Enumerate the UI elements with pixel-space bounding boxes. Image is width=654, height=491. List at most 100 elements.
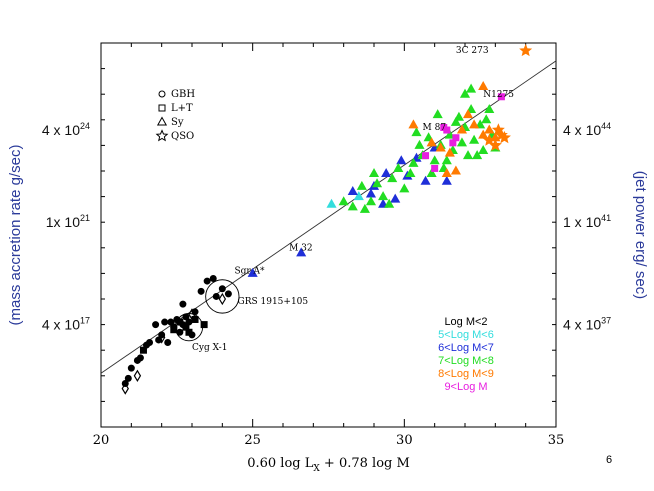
data-point [152,321,160,329]
data-point [429,155,440,165]
data-point [218,292,227,306]
data-point [462,109,474,119]
data-point [450,165,461,175]
data-point [408,119,419,129]
data-point [224,290,232,298]
data-point [185,328,193,336]
data-point [170,326,178,334]
data-point [452,134,460,142]
data-point [475,119,486,129]
mass-legend-label: 7<Log M<8 [438,355,494,367]
data-point [353,191,364,201]
data-point [124,374,132,382]
x-tick-label: 30 [396,433,413,448]
right-tick-label: 4 x 1037 [563,316,611,333]
legend-symbol-triangle [156,116,168,126]
data-point [146,339,154,347]
data-point [432,109,443,119]
data-point [384,198,395,208]
data-point [422,152,430,160]
left-tick-label: 4 x 1024 [42,121,90,138]
data-point [188,308,196,321]
data-point [441,168,452,178]
annotation-label: N1275 [483,90,514,100]
data-point [399,183,410,193]
data-point [441,155,452,165]
data-point [387,173,398,183]
right-axis-label: (jet power erg/ sec) [632,171,649,299]
data-point [381,168,392,178]
data-point [365,196,377,206]
data-point [393,162,404,172]
data-point [121,382,129,395]
data-point [365,188,377,198]
mass-legend-label: 5<Log M<6 [438,329,494,341]
slide-number: 6 [606,454,613,466]
data-point [203,277,211,285]
annotation-label: M 87 [423,123,447,133]
legend-label: QSO [171,131,194,142]
data-point [127,364,135,372]
annotation-label: 3C 273 [456,46,489,56]
data-point [435,142,446,152]
data-point [164,339,172,347]
mass-legend-label: 9<Log M [444,381,487,393]
legend-symbol-star [155,129,169,142]
highlight-circle [205,279,240,314]
data-point [484,124,495,134]
data-point [326,198,337,208]
data-point [136,354,144,362]
data-point [182,313,190,321]
data-point [390,193,401,203]
data-point [459,88,471,98]
data-point [197,287,205,295]
data-point [431,164,439,172]
data-point [466,104,477,114]
data-point [338,196,349,206]
annotation-label: GRS 1915+105 [238,297,309,307]
x-tick-label: 25 [244,433,261,448]
mass-legend-label: 6<Log M<7 [438,342,494,354]
right-tick-label: 4 x 1044 [563,121,611,138]
data-point [456,137,468,147]
x-tick-label: 35 [548,433,565,448]
data-point [444,147,455,157]
legend-label: L+T [171,103,193,114]
x-tick-label: 20 [93,433,110,448]
plot-frame [100,42,557,428]
data-point [440,123,448,131]
data-point [469,119,480,129]
left-tick-label: 1x 1021 [46,213,90,230]
legend-symbol-square [158,104,166,112]
data-point [497,93,505,101]
mass-legend-label: 8<Log M<9 [438,368,494,380]
annotation-label: M 32 [289,243,313,253]
data-point [481,114,492,124]
data-point [450,116,461,126]
x-axis-label: 0.60 log LX + 0.78 log M [247,456,410,474]
data-point [179,300,187,308]
data-point [200,321,208,329]
data-point [218,285,226,293]
data-point [176,318,184,326]
data-point [484,104,495,114]
data-point [494,128,508,141]
data-point [378,191,389,201]
data-point [472,150,483,160]
data-point [426,137,437,147]
legend-label: Sy [171,117,184,128]
data-point [212,292,220,300]
legend-symbol-circle [158,90,166,98]
data-point [519,43,533,57]
data-point [167,318,175,326]
data-point [414,139,425,149]
left-axis-label: (mass accretion rate g/sec) [7,145,24,326]
data-point [426,168,437,178]
data-point [478,80,489,91]
data-point [347,185,358,195]
data-point [462,150,474,160]
data-point [176,328,184,336]
data-point [420,175,431,185]
data-point [456,124,468,134]
